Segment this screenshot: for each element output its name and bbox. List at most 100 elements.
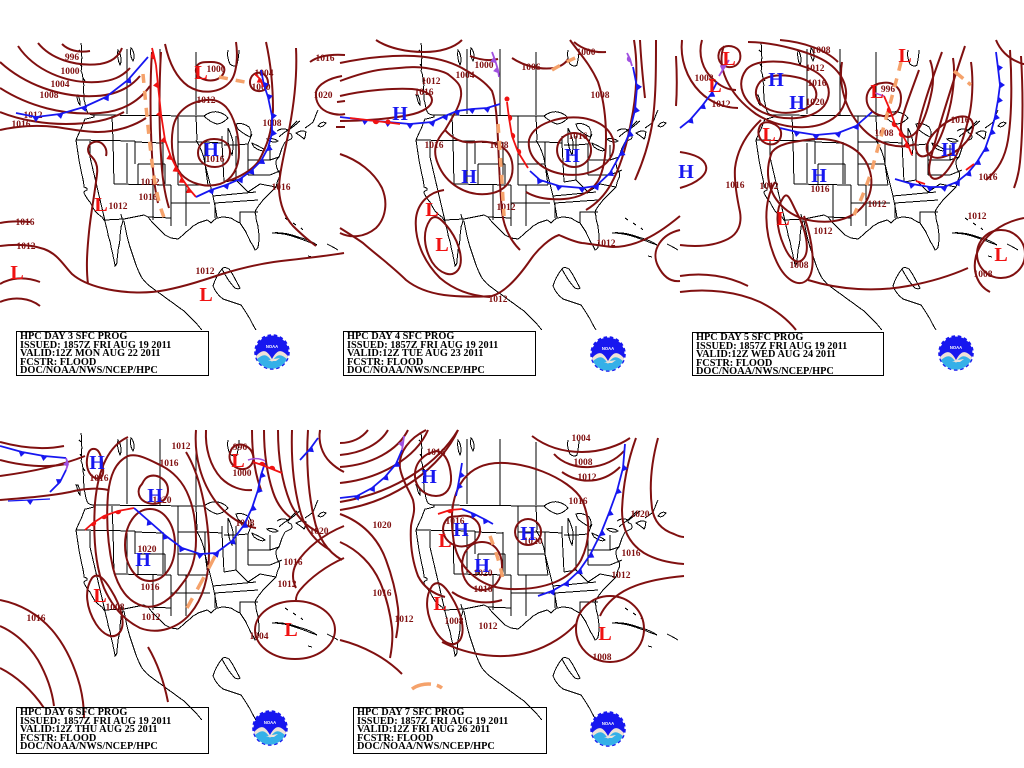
svg-text:1012: 1012 [142, 613, 161, 623]
svg-text:1008: 1008 [445, 617, 464, 627]
svg-text:1012: 1012 [479, 622, 498, 632]
svg-text:L: L [199, 284, 212, 306]
svg-text:L: L [870, 81, 883, 103]
svg-text:1008: 1008 [974, 270, 993, 280]
svg-text:1012: 1012 [497, 203, 516, 213]
svg-text:1008: 1008 [695, 74, 714, 84]
svg-text:L: L [438, 530, 451, 552]
svg-text:1004: 1004 [250, 632, 269, 642]
svg-text:1016: 1016 [474, 585, 493, 595]
svg-text:H: H [941, 139, 957, 161]
svg-text:1004: 1004 [51, 80, 70, 90]
svg-text:1008: 1008 [875, 129, 894, 139]
svg-text:1016: 1016 [373, 589, 392, 599]
svg-text:L: L [93, 585, 106, 607]
svg-text:1016: 1016 [979, 173, 998, 183]
svg-text:1020: 1020 [524, 537, 543, 547]
svg-text:L: L [898, 45, 911, 67]
svg-text:1016: 1016 [622, 549, 641, 559]
svg-text:1000: 1000 [577, 48, 596, 58]
svg-text:H: H [392, 103, 408, 125]
svg-text:1016: 1016 [569, 132, 588, 142]
svg-text:996: 996 [65, 53, 80, 63]
svg-text:1020: 1020 [631, 510, 650, 520]
svg-text:1012: 1012 [141, 178, 160, 188]
svg-text:1016: 1016 [139, 193, 158, 203]
svg-text:L: L [435, 234, 448, 256]
svg-text:1016: 1016 [811, 185, 830, 195]
svg-text:996: 996 [233, 443, 248, 453]
svg-text:1016: 1016 [284, 558, 303, 568]
svg-text:1012: 1012 [489, 295, 508, 305]
svg-text:1000: 1000 [207, 65, 226, 75]
svg-text:1020: 1020 [806, 98, 825, 108]
svg-text:1016: 1016 [16, 218, 35, 228]
svg-text:1020: 1020 [373, 521, 392, 531]
svg-text:L: L [776, 208, 789, 230]
svg-text:1012: 1012 [760, 182, 779, 192]
svg-text:1012: 1012 [278, 580, 297, 590]
svg-text:H: H [811, 165, 827, 187]
svg-text:L: L [231, 450, 244, 472]
svg-text:H: H [474, 555, 490, 577]
svg-text:1004: 1004 [255, 69, 274, 79]
svg-text:H: H [789, 92, 805, 114]
svg-text:1016: 1016 [316, 54, 335, 64]
svg-text:1000: 1000 [252, 83, 271, 93]
svg-text:1016: 1016 [160, 459, 179, 469]
svg-text:L: L [10, 262, 23, 284]
svg-text:L: L [722, 48, 735, 70]
svg-text:1004: 1004 [456, 71, 475, 81]
svg-text:H: H [564, 145, 580, 167]
svg-text:996: 996 [881, 85, 896, 95]
svg-text:1012: 1012 [968, 212, 987, 222]
svg-text:1016: 1016 [446, 517, 465, 527]
svg-text:1012: 1012 [422, 77, 441, 87]
svg-text:L: L [425, 199, 438, 221]
svg-text:H: H [89, 452, 105, 474]
svg-text:1016: 1016 [726, 181, 745, 191]
svg-text:L: L [284, 619, 297, 641]
svg-text:L: L [94, 194, 107, 216]
svg-text:L: L [194, 62, 207, 84]
svg-text:1016: 1016 [141, 583, 160, 593]
svg-text:L: L [708, 75, 721, 97]
svg-text:1020: 1020 [474, 569, 493, 579]
svg-text:1012: 1012 [172, 442, 191, 452]
svg-text:H: H [453, 519, 469, 541]
svg-text:H: H [147, 485, 163, 507]
svg-text:1012: 1012 [814, 227, 833, 237]
svg-text:1016: 1016 [27, 614, 46, 624]
svg-text:1020: 1020 [310, 527, 329, 537]
svg-text:1012: 1012 [597, 239, 616, 249]
svg-text:L: L [598, 623, 611, 645]
svg-text:1012: 1012 [197, 96, 216, 106]
svg-text:1016: 1016 [12, 120, 31, 130]
svg-text:1020: 1020 [314, 91, 333, 101]
svg-text:L: L [994, 244, 1007, 266]
svg-text:1008: 1008 [812, 46, 831, 56]
svg-text:1008: 1008 [40, 91, 59, 101]
svg-text:1008: 1008 [106, 603, 125, 613]
svg-text:H: H [135, 549, 151, 571]
svg-text:1016: 1016 [90, 474, 109, 484]
svg-text:1008: 1008 [593, 653, 612, 663]
svg-text:1008: 1008 [790, 261, 809, 271]
svg-text:H: H [768, 69, 784, 91]
svg-text:1004: 1004 [572, 434, 591, 444]
svg-text:1012: 1012 [612, 571, 631, 581]
svg-text:1012: 1012 [712, 100, 731, 110]
svg-text:1012: 1012 [868, 200, 887, 210]
svg-text:1016: 1016 [951, 116, 970, 126]
svg-text:1016: 1016 [272, 183, 291, 193]
svg-text:H: H [678, 161, 694, 183]
svg-text:1012: 1012 [806, 64, 825, 74]
svg-text:1000: 1000 [61, 67, 80, 77]
svg-text:1016: 1016 [569, 497, 588, 507]
svg-text:1012: 1012 [395, 615, 414, 625]
svg-text:1012: 1012 [17, 242, 36, 252]
svg-text:1016: 1016 [808, 79, 827, 89]
svg-text:L: L [762, 124, 775, 146]
svg-text:L: L [433, 593, 446, 615]
svg-text:H: H [421, 466, 437, 488]
